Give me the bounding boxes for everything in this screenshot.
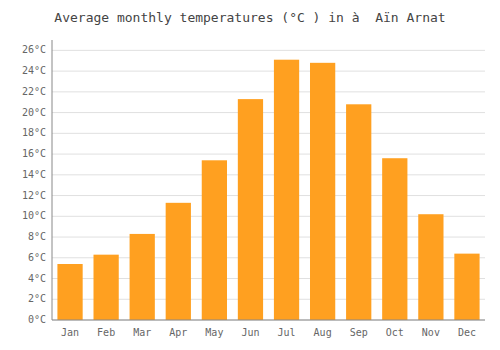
y-tick-label: 20°C <box>22 107 46 118</box>
y-tick-label: 22°C <box>22 86 46 97</box>
bar <box>310 63 335 320</box>
y-tick-label: 18°C <box>22 127 46 138</box>
y-tick-label: 4°C <box>28 273 46 284</box>
x-tick-label: Nov <box>422 327 440 338</box>
y-tick-label: 26°C <box>22 44 46 55</box>
y-tick-label: 0°C <box>28 314 46 325</box>
y-tick-label: 24°C <box>22 65 46 76</box>
x-tick-label: Apr <box>169 327 187 338</box>
y-tick-label: 14°C <box>22 169 46 180</box>
chart-title: Average monthly temperatures (°C ) in à … <box>54 10 445 25</box>
x-tick-label: May <box>205 327 223 338</box>
grid-line <box>52 71 485 72</box>
y-tick-label: 16°C <box>22 148 46 159</box>
chart-svg: 0°C 2°C 4°C 6°C 8°C 10°C 12°C 14°C 16°C 18°C 20°C 2… <box>0 0 500 350</box>
y-tick-label: 8°C <box>28 231 46 242</box>
grid-line <box>52 320 485 321</box>
bar <box>418 214 443 320</box>
y-tick-label: 10°C <box>22 210 46 221</box>
x-tick-label: Sep <box>350 327 368 338</box>
bar <box>346 104 371 320</box>
bar <box>166 203 191 320</box>
y-tick-label: 6°C <box>28 252 46 263</box>
grid-line <box>52 133 485 134</box>
bar <box>93 255 118 320</box>
bar <box>57 264 82 320</box>
y-tick-label: 2°C <box>28 293 46 304</box>
x-tick-label: Aug <box>314 327 332 338</box>
bars <box>57 60 479 320</box>
x-tick-label: Jun <box>241 327 259 338</box>
x-tick-label: Mar <box>133 327 151 338</box>
x-tick-label: Feb <box>97 327 115 338</box>
grid-line <box>52 50 485 51</box>
y-axis-line <box>52 40 53 320</box>
y-axis-ticks: 0°C 2°C 4°C 6°C 8°C 10°C 12°C 14°C 16°C 18°C 20°C 2… <box>22 44 46 325</box>
grid-line <box>52 195 485 196</box>
x-tick-label: Jul <box>278 327 296 338</box>
bar <box>202 160 227 320</box>
chart-container: 0°C 2°C 4°C 6°C 8°C 10°C 12°C 14°C 16°C 18°C 20°C 2… <box>0 0 500 350</box>
bar <box>238 99 263 320</box>
grid-line <box>52 112 485 113</box>
x-tick-label: Oct <box>386 327 404 338</box>
bar <box>274 60 299 320</box>
x-tick-label: Dec <box>458 327 476 338</box>
x-axis-ticks: Jan Feb Mar Apr May Jun Jul Aug Sep Oct Nov Dec <box>61 327 476 338</box>
grid <box>52 50 485 320</box>
grid-line <box>52 154 485 155</box>
bar <box>454 254 479 320</box>
grid-line <box>52 91 485 92</box>
x-tick-label: Jan <box>61 327 79 338</box>
bar <box>382 158 407 320</box>
x-axis-line <box>52 320 485 321</box>
grid-line <box>52 174 485 175</box>
y-tick-label: 12°C <box>22 190 46 201</box>
bar <box>130 234 155 320</box>
